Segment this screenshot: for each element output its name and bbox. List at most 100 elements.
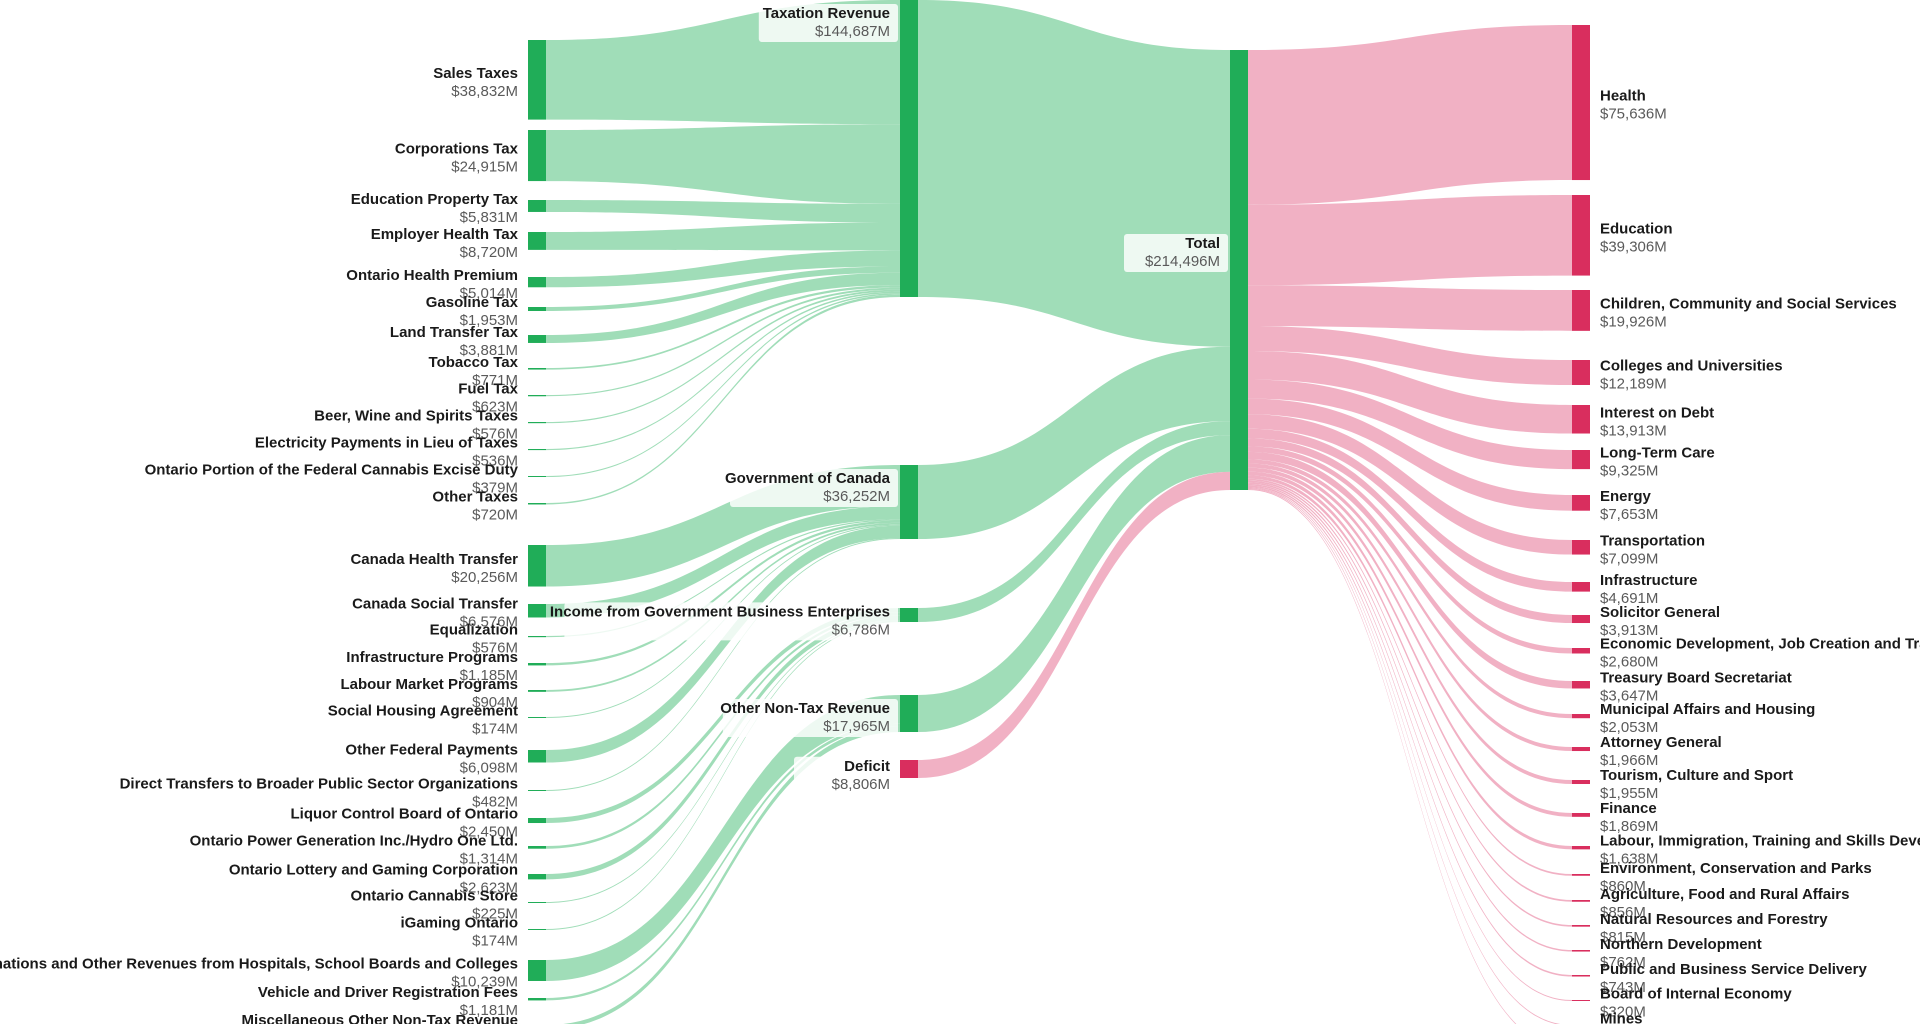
- node-label: Infrastructure Programs: [346, 649, 518, 666]
- sankey-node[interactable]: [528, 476, 546, 477]
- node-label: Canada Social Transfer: [352, 596, 518, 613]
- sankey-node[interactable]: [528, 790, 546, 791]
- node-label: Education: [1600, 220, 1673, 237]
- sankey-node[interactable]: [900, 465, 918, 539]
- sankey-node[interactable]: [1572, 950, 1590, 952]
- sankey-node[interactable]: [528, 277, 546, 287]
- sankey-node[interactable]: [1572, 25, 1590, 180]
- node-label: Treasury Board Secretariat: [1600, 670, 1792, 687]
- sankey-node[interactable]: [528, 335, 546, 343]
- sankey-node[interactable]: [528, 874, 546, 879]
- node-value: $36,252M: [823, 488, 890, 505]
- sankey-node[interactable]: [900, 695, 918, 732]
- node-value: $214,496M: [1145, 253, 1220, 270]
- node-label: Canada Health Transfer: [350, 551, 518, 568]
- sankey-link: [1248, 485, 1572, 976]
- sankey-node[interactable]: [528, 902, 546, 903]
- sankey-node[interactable]: [528, 663, 546, 665]
- sankey-node[interactable]: [1572, 747, 1590, 751]
- node-label: Ontario Power Generation Inc./Hydro One …: [190, 832, 518, 849]
- sankey-links: [546, 0, 1572, 1024]
- node-label: Public and Business Service Delivery: [1600, 961, 1867, 978]
- node-label: Fuel Tax: [458, 381, 518, 398]
- sankey-node[interactable]: [528, 717, 546, 718]
- sankey-node[interactable]: [1572, 681, 1590, 688]
- sankey-node[interactable]: [528, 307, 546, 311]
- sankey-node[interactable]: [528, 545, 546, 587]
- node-value: $39,306M: [1600, 238, 1667, 255]
- sankey-node[interactable]: [528, 422, 546, 423]
- sankey-node[interactable]: [528, 40, 546, 120]
- sankey-node[interactable]: [1572, 495, 1590, 511]
- sankey-node[interactable]: [528, 818, 546, 823]
- sankey-node[interactable]: [1572, 900, 1590, 902]
- sankey-node[interactable]: [528, 503, 546, 504]
- node-label: Labour, Immigration, Training and Skills…: [1600, 833, 1920, 850]
- sankey-link: [1248, 195, 1572, 285]
- sankey-node[interactable]: [1572, 813, 1590, 817]
- sankey-node[interactable]: [528, 200, 546, 212]
- sankey-node[interactable]: [528, 998, 546, 1000]
- sankey-link: [546, 291, 900, 450]
- sankey-node[interactable]: [1572, 975, 1590, 977]
- sankey-node[interactable]: [1572, 714, 1590, 718]
- sankey-node[interactable]: [900, 760, 918, 778]
- sankey-node[interactable]: [1572, 846, 1590, 849]
- sankey-node[interactable]: [528, 395, 546, 396]
- node-value: $8,806M: [832, 776, 890, 793]
- sankey-node[interactable]: [528, 604, 546, 617]
- sankey-node[interactable]: [1572, 405, 1590, 434]
- sankey-node[interactable]: [1572, 874, 1590, 876]
- sankey-link: [546, 223, 900, 251]
- sankey-node[interactable]: [1572, 582, 1590, 592]
- sankey-node[interactable]: [528, 449, 546, 450]
- node-label: Solicitor General: [1600, 604, 1720, 621]
- node-label: Transportation: [1600, 532, 1705, 549]
- sankey-node[interactable]: [900, 608, 918, 622]
- node-label: Agriculture, Food and Rural Affairs: [1600, 886, 1849, 903]
- sankey-link: [546, 293, 900, 477]
- sankey-node[interactable]: [528, 690, 546, 692]
- sankey-node[interactable]: [1572, 450, 1590, 469]
- sankey-node[interactable]: [528, 232, 546, 250]
- sankey-node[interactable]: [1572, 648, 1590, 653]
- node-label: Ontario Portion of the Federal Cannabis …: [145, 462, 519, 479]
- sankey-node[interactable]: [528, 130, 546, 181]
- sankey-node[interactable]: [1572, 615, 1590, 623]
- sankey-node[interactable]: [1230, 50, 1248, 490]
- sankey-node[interactable]: [528, 368, 546, 370]
- sankey-node[interactable]: [1572, 925, 1590, 927]
- node-label: Mines: [1600, 1011, 1643, 1024]
- sankey-link: [1248, 484, 1572, 952]
- node-value: $174M: [472, 721, 518, 738]
- sankey-node[interactable]: [528, 960, 546, 981]
- node-value: $9,325M: [1600, 463, 1658, 480]
- node-label: Government of Canada: [725, 470, 891, 487]
- sankey-node[interactable]: [1572, 540, 1590, 555]
- node-label: Environment, Conservation and Parks: [1600, 860, 1872, 877]
- node-value: $17,965M: [823, 718, 890, 735]
- sankey-node[interactable]: [1572, 290, 1590, 331]
- node-label: Labour Market Programs: [340, 676, 518, 693]
- node-label: Miscellaneous Other Non-Tax Revenue: [242, 1012, 518, 1024]
- node-value: $5,831M: [460, 209, 518, 226]
- sankey-node[interactable]: [528, 846, 546, 849]
- sankey-node[interactable]: [1572, 1000, 1590, 1001]
- sankey-node[interactable]: [900, 0, 918, 297]
- node-label: Tobacco Tax: [429, 354, 519, 371]
- node-label: Energy: [1600, 488, 1652, 505]
- sankey-node[interactable]: [1572, 780, 1590, 784]
- sankey-node[interactable]: [1572, 195, 1590, 276]
- sankey-node[interactable]: [528, 750, 546, 763]
- node-label: Board of Internal Economy: [1600, 986, 1792, 1003]
- node-label: Land Transfer Tax: [390, 324, 519, 341]
- node-label: Corporations Tax: [395, 141, 519, 158]
- node-value: $2,680M: [1600, 654, 1658, 671]
- node-value: $6,786M: [832, 621, 890, 638]
- node-label: Natural Resources and Forestry: [1600, 911, 1828, 928]
- sankey-node[interactable]: [528, 636, 546, 637]
- sankey-node[interactable]: [528, 929, 546, 930]
- sankey-node[interactable]: [1572, 360, 1590, 385]
- sankey-link: [1248, 468, 1572, 784]
- node-value: $174M: [472, 933, 518, 950]
